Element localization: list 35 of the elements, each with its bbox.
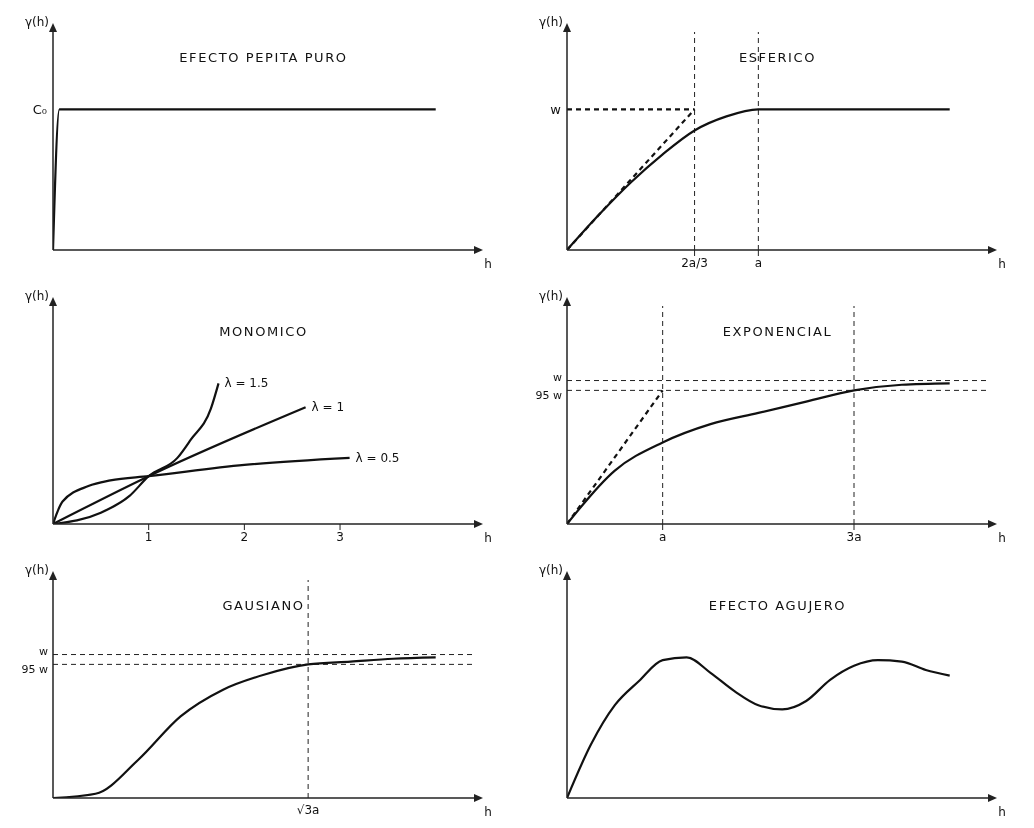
y-axis-title: γ(h) [24,289,49,303]
ref-line-label: 95 w [535,389,562,403]
y-axis-title: γ(h) [538,563,563,577]
y-axis-title: γ(h) [538,15,563,29]
ref-line-label: w [39,644,48,658]
x-tick-label: 2 [240,529,249,544]
x-axis-title: h [484,531,492,545]
text: w [550,102,562,118]
x-tick-label: 2a/3 [681,255,708,270]
ref-line-label: w [553,370,562,384]
chart-title: EFECTO AGUJERO [708,598,847,613]
series-label: λ = 1.5 [224,376,269,391]
x-axis-title: h [484,805,492,819]
chart-title: GAUSIANO [222,598,305,613]
chart-title: EXPONENCIAL [722,324,833,339]
x-tick-label: a [754,255,763,270]
series-label: λ = 1 [311,400,345,415]
y-axis-title: γ(h) [538,289,563,303]
series-label: λ = 0.5 [355,450,400,465]
x-tick-label: a [658,529,667,544]
chart-title: ESFERICO [738,50,817,65]
x-tick-label: 3a [846,529,862,544]
y-axis-title: γ(h) [24,563,49,577]
y-axis-title: γ(h) [24,15,49,29]
x-tick-label: 1 [144,529,153,544]
chart-title: EFECTO PEPITA PURO [179,50,348,65]
x-tick-label: 3 [336,529,344,544]
x-axis-title: h [998,531,1006,545]
chart-title: MONOMICO [219,324,308,339]
x-axis-title: h [484,257,492,271]
x-axis-title: h [998,257,1006,271]
ref-line-label: 95 w [21,663,48,677]
text: √3a [296,803,320,817]
text: C₀ [32,102,47,118]
x-axis-title: h [998,805,1006,819]
